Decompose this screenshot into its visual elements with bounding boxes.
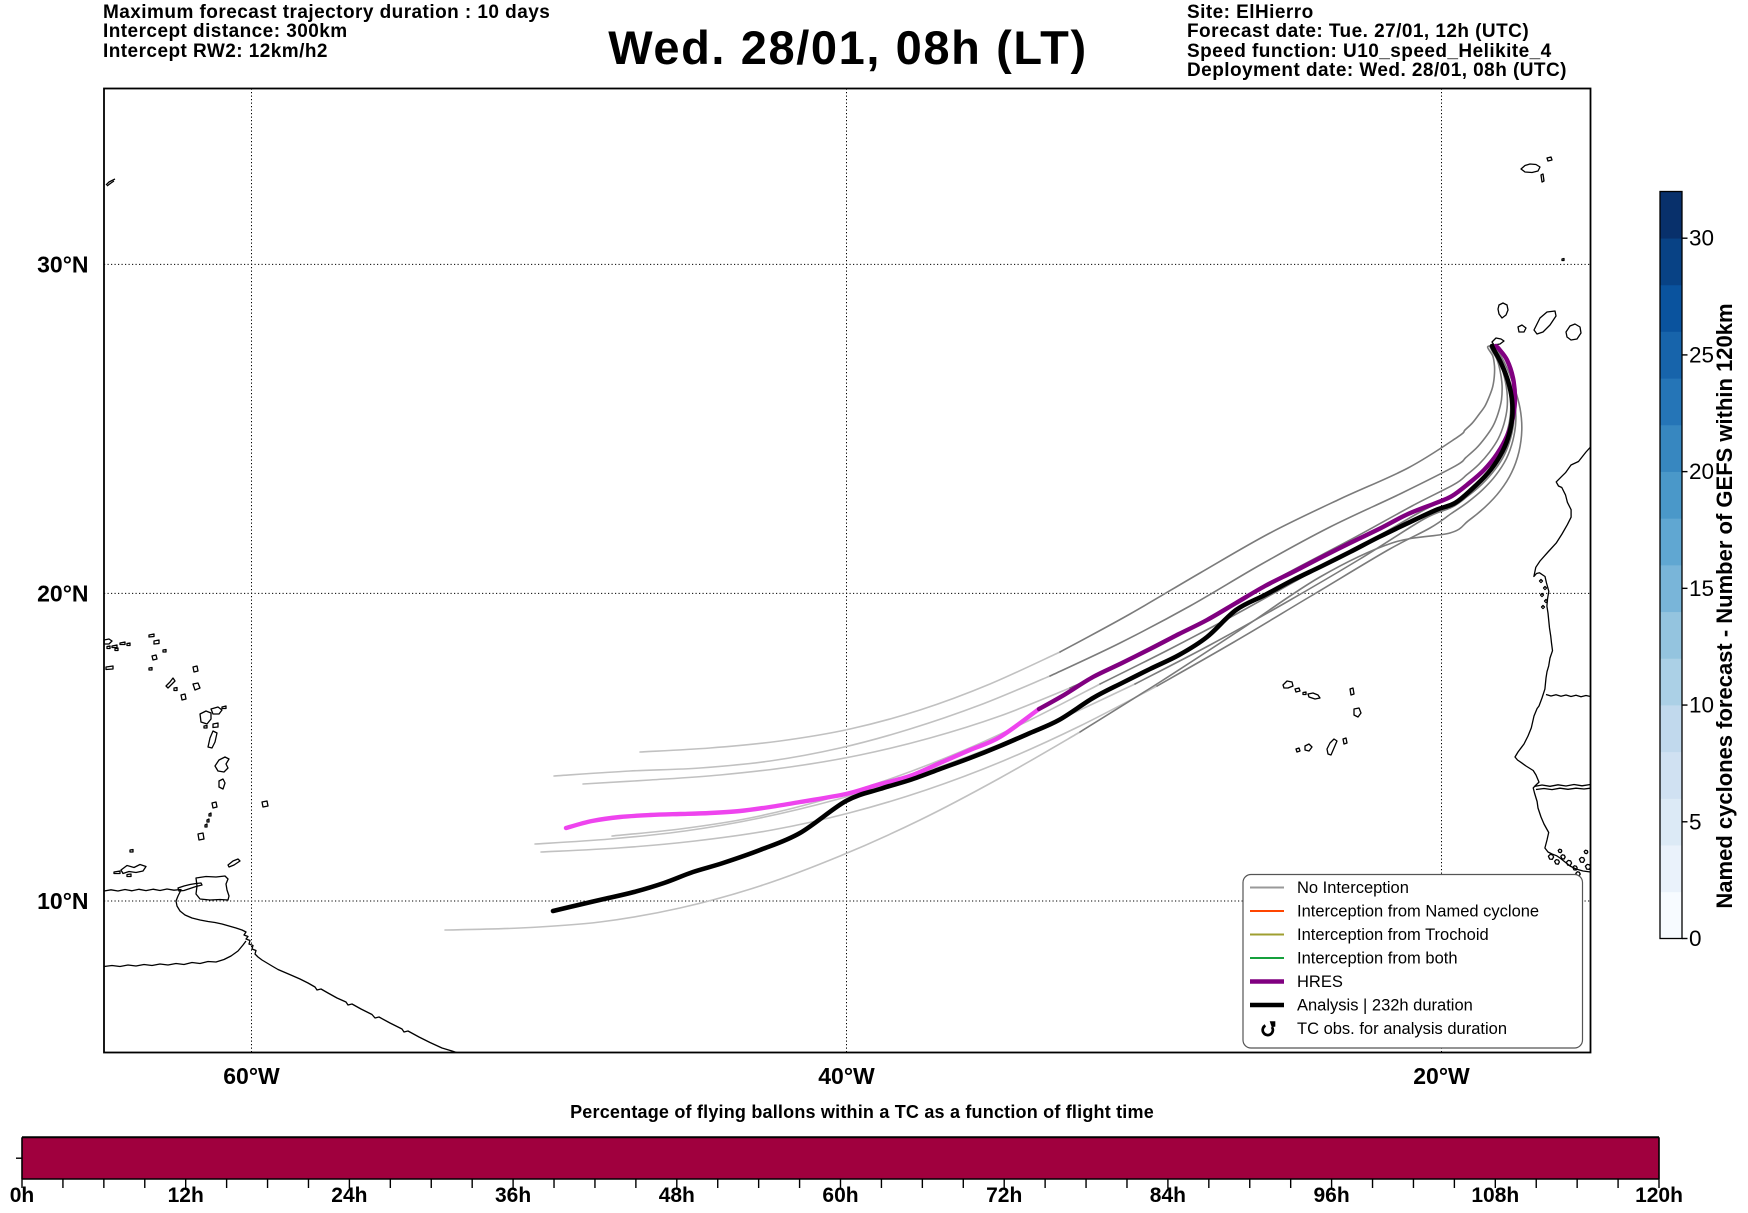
svg-text:TC obs. for analysis duration: TC obs. for analysis duration [1297, 1020, 1507, 1038]
svg-text:5: 5 [1689, 809, 1702, 834]
svg-text:24h: 24h [331, 1184, 367, 1207]
svg-text:20°W: 20°W [1413, 1063, 1470, 1089]
svg-text:108h: 108h [1471, 1184, 1519, 1207]
svg-text:96h: 96h [1314, 1184, 1350, 1207]
svg-text:40°W: 40°W [818, 1063, 875, 1089]
svg-text:72h: 72h [986, 1184, 1022, 1207]
svg-text:10°N: 10°N [37, 888, 88, 914]
svg-text:Named cyclones forecast - Numb: Named cyclones forecast - Number of GEFS… [1712, 303, 1737, 908]
svg-text:20: 20 [1689, 459, 1714, 484]
svg-text:15: 15 [1689, 576, 1714, 601]
svg-text:Analysis | 232h duration: Analysis | 232h duration [1297, 997, 1473, 1015]
svg-text:Interception from Named cyclon: Interception from Named cyclone [1297, 903, 1539, 921]
svg-text:20°N: 20°N [37, 580, 88, 606]
svg-text:12h: 12h [168, 1184, 204, 1207]
svg-text:30: 30 [1689, 226, 1714, 251]
svg-text:48h: 48h [659, 1184, 695, 1207]
svg-text:Interception from both: Interception from both [1297, 950, 1458, 968]
svg-text:0: 0 [1689, 926, 1702, 951]
svg-text:60°W: 60°W [223, 1063, 280, 1089]
svg-text:Interception from Trochoid: Interception from Trochoid [1297, 926, 1489, 944]
svg-text:30°N: 30°N [37, 251, 88, 277]
svg-text:25: 25 [1689, 342, 1714, 367]
svg-text:10: 10 [1689, 693, 1714, 718]
svg-text:84h: 84h [1150, 1184, 1186, 1207]
svg-text:120h: 120h [1635, 1184, 1683, 1207]
svg-text:0h: 0h [10, 1184, 35, 1207]
svg-text:No Interception: No Interception [1297, 879, 1409, 897]
svg-text:36h: 36h [495, 1184, 531, 1207]
svg-text:HRES: HRES [1297, 973, 1343, 991]
svg-text:60h: 60h [822, 1184, 858, 1207]
